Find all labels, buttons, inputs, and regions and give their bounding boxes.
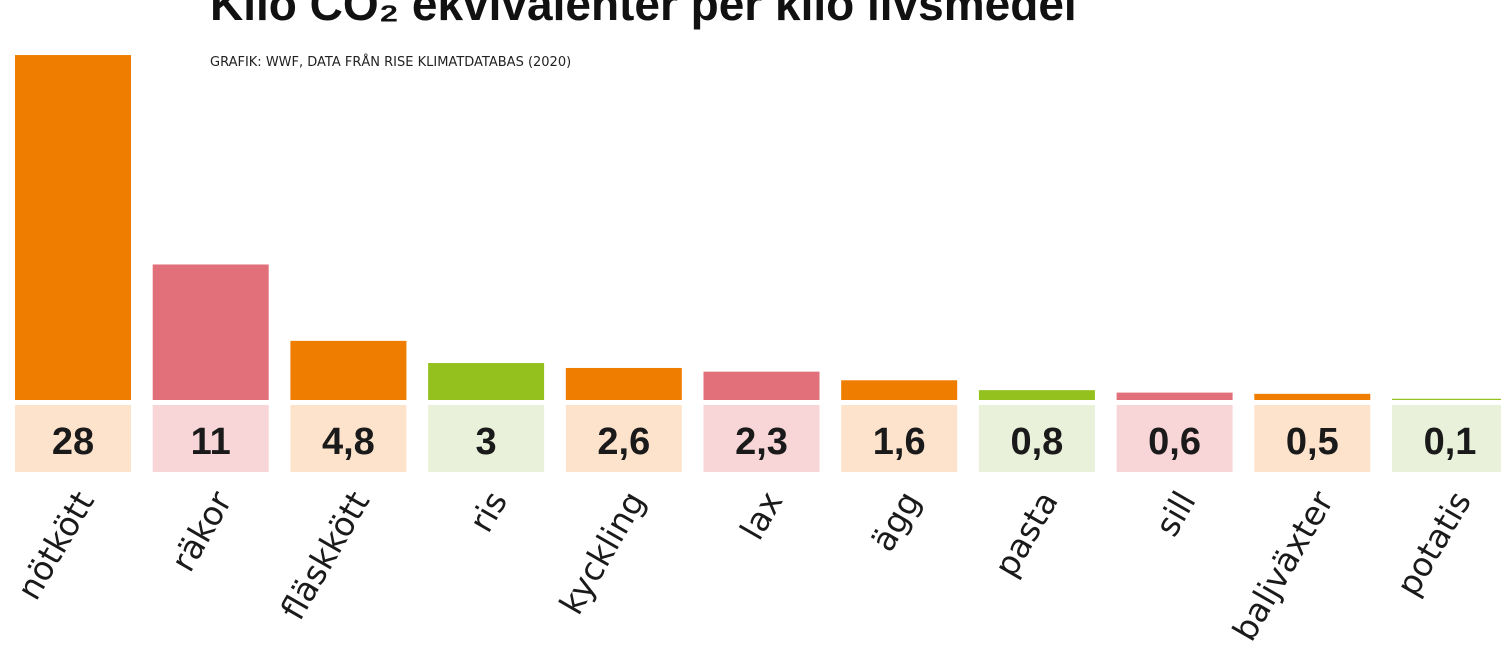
bar: [290, 341, 406, 400]
value-label: 28: [52, 421, 94, 463]
chart-title: Kilo CO₂ ekvivalenter per kilo livsmedel: [210, 0, 1077, 30]
value-label: 2,3: [735, 421, 788, 463]
category-label: lax: [732, 485, 790, 547]
category-label: kyckling: [551, 485, 652, 621]
category-label: pasta: [986, 485, 1066, 584]
category-label: fläskkött: [273, 484, 377, 626]
value-label: 1,6: [873, 421, 926, 463]
bar: [1392, 399, 1501, 400]
chart-subtitle: GRAFIK: WWF, DATA FRÅN RISE KLIMATDATABA…: [210, 54, 571, 70]
value-label: 4,8: [322, 421, 375, 463]
value-label: 3: [476, 421, 497, 463]
value-label: 0,8: [1010, 421, 1063, 463]
bar: [153, 264, 269, 400]
value-label: 2,6: [597, 421, 650, 463]
category-label: potatis: [1388, 485, 1479, 603]
value-label: 0,5: [1286, 421, 1339, 463]
category-label: ris: [461, 484, 515, 538]
category-label: räkor: [163, 484, 240, 578]
category-label: ägg: [863, 485, 928, 558]
value-label: 11: [191, 421, 231, 463]
category-label: sill: [1147, 485, 1203, 543]
chart: Kilo CO₂ ekvivalenter per kilo livsmedel…: [0, 0, 1501, 648]
bar: [979, 390, 1095, 400]
bar: [1254, 394, 1370, 400]
category-label: nötkött: [9, 484, 102, 606]
bar: [841, 380, 957, 400]
bar: [704, 372, 820, 400]
value-label: 0,1: [1424, 421, 1477, 463]
category-label: baljväxter: [1225, 484, 1342, 647]
bar: [15, 55, 131, 400]
value-label: 0,6: [1148, 421, 1201, 463]
bar: [1117, 393, 1233, 400]
bar: [428, 363, 544, 400]
bar: [566, 368, 682, 400]
